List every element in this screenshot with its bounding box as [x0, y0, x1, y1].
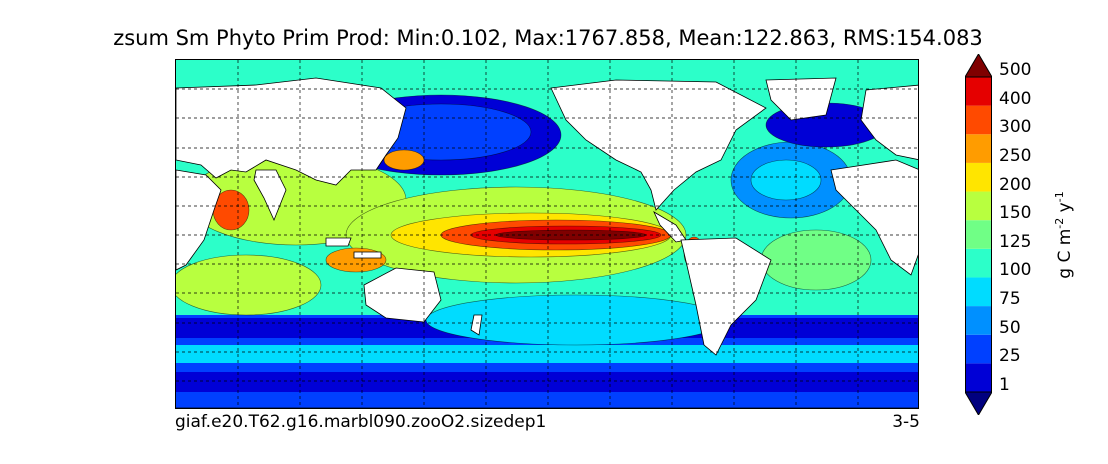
colorbar-extend-max	[965, 54, 992, 78]
colorbar-band	[965, 105, 992, 135]
colorbar-band	[965, 306, 992, 335]
ocean-productivity-map	[176, 60, 918, 408]
colorbar-tick-label: 400	[999, 88, 1032, 109]
polar-front-band	[176, 345, 918, 363]
java-timor	[353, 251, 382, 259]
colorbar-tick-label: 125	[999, 231, 1032, 252]
south-pacific-band	[425, 294, 727, 346]
antarctic-low-band	[176, 372, 918, 392]
africa-west	[830, 159, 918, 276]
europe	[860, 84, 918, 160]
colorbar-band	[965, 77, 992, 106]
chart-title: zsum Sm Phyto Prim Prod: Min:0.102, Max:…	[113, 26, 983, 50]
colorbar-label: g C m-2 y-1	[1053, 191, 1075, 279]
colorbar-band	[965, 134, 992, 163]
colorbar-band	[965, 363, 992, 392]
colorbar-tick-label: 1	[999, 375, 1010, 395]
colorbar-band	[965, 277, 992, 307]
south-atlantic-zone	[760, 229, 872, 291]
colorbar-band	[965, 191, 992, 221]
colorbar-tick-label: 25	[999, 346, 1021, 367]
graticule	[176, 60, 918, 408]
season-caption: 3-5	[892, 412, 920, 432]
colorbar	[965, 54, 992, 415]
colorbar-tick-label: 100	[999, 260, 1032, 281]
colorbar-band	[965, 248, 992, 278]
colorbar-extend-min	[965, 391, 992, 415]
india	[253, 169, 287, 222]
colorbar-band	[965, 334, 992, 364]
kuroshio-hotspot	[383, 149, 425, 171]
australia	[363, 267, 442, 323]
north-atlantic-core	[750, 159, 822, 201]
africa-east	[176, 169, 222, 271]
antarctic-edge-band	[176, 395, 918, 408]
eurasia	[176, 77, 407, 186]
colorbar-tick-label: 75	[999, 289, 1021, 310]
colorbar-band	[965, 162, 992, 192]
antarctica-edge	[176, 407, 918, 408]
sumatra-borneo	[325, 237, 352, 247]
colorbar-tick-label: 50	[999, 317, 1021, 338]
colorbar-tick-label: 200	[999, 174, 1032, 195]
run-name-caption: giaf.e20.T62.g16.marbl090.zooO2.sizedep1	[175, 412, 547, 432]
indian-ocean-high	[176, 254, 322, 316]
colorbar-tick-label: 500	[999, 60, 1032, 80]
greenland	[765, 77, 837, 121]
new-zealand	[470, 314, 483, 336]
map-plot-area	[175, 59, 919, 409]
colorbar-outline	[965, 76, 992, 393]
colorbar-tick-label: 300	[999, 117, 1032, 138]
colorbar-tick-label: 150	[999, 203, 1032, 224]
colorbar-band	[965, 220, 992, 249]
north-america	[550, 79, 767, 211]
colorbar-tick-label: 250	[999, 145, 1032, 166]
land-masses	[176, 77, 918, 408]
south-america	[680, 237, 772, 356]
